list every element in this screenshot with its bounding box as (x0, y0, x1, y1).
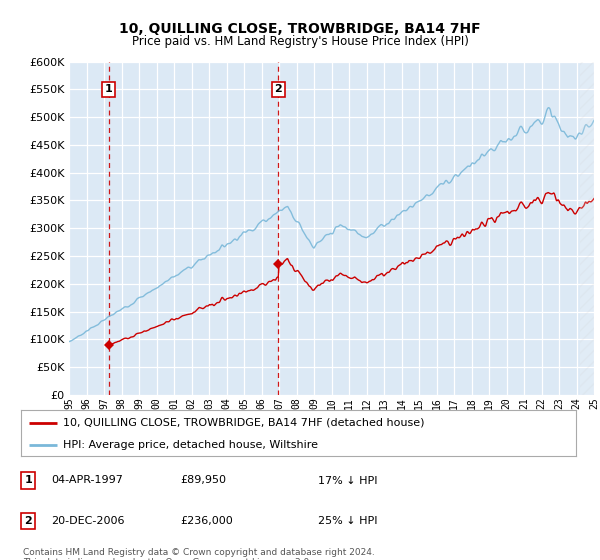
Text: Contains HM Land Registry data © Crown copyright and database right 2024.
This d: Contains HM Land Registry data © Crown c… (23, 548, 374, 560)
Text: 10, QUILLING CLOSE, TROWBRIDGE, BA14 7HF: 10, QUILLING CLOSE, TROWBRIDGE, BA14 7HF (119, 22, 481, 36)
Text: 2: 2 (275, 85, 283, 95)
Text: 2: 2 (25, 516, 32, 526)
Text: 25% ↓ HPI: 25% ↓ HPI (318, 516, 377, 526)
Text: 04-APR-1997: 04-APR-1997 (51, 475, 123, 486)
Text: 10, QUILLING CLOSE, TROWBRIDGE, BA14 7HF (detached house): 10, QUILLING CLOSE, TROWBRIDGE, BA14 7HF… (62, 418, 424, 428)
Text: £236,000: £236,000 (180, 516, 233, 526)
Text: £89,950: £89,950 (180, 475, 226, 486)
Text: Price paid vs. HM Land Registry's House Price Index (HPI): Price paid vs. HM Land Registry's House … (131, 35, 469, 48)
Text: 1: 1 (25, 475, 32, 486)
Text: 17% ↓ HPI: 17% ↓ HPI (318, 475, 377, 486)
FancyBboxPatch shape (580, 62, 599, 395)
Text: 1: 1 (105, 85, 113, 95)
Text: HPI: Average price, detached house, Wiltshire: HPI: Average price, detached house, Wilt… (62, 440, 317, 450)
Text: 20-DEC-2006: 20-DEC-2006 (51, 516, 125, 526)
